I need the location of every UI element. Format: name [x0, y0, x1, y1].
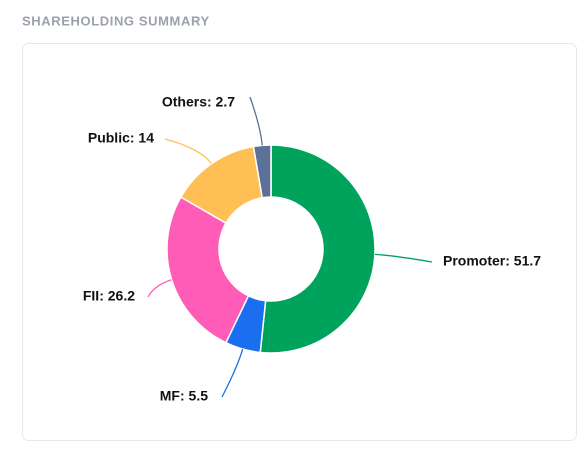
donut-slice [252, 144, 272, 199]
label-line [374, 253, 433, 263]
data-label: Others: 2.7 [162, 94, 235, 110]
data-label: MF: 5.5 [160, 388, 208, 404]
donut-slice [259, 144, 376, 354]
chart-title: SHAREHOLDING SUMMARY [22, 13, 210, 28]
label-line [164, 138, 213, 165]
label-line [147, 279, 172, 298]
label-line [249, 96, 263, 146]
donut-slice [166, 196, 250, 344]
data-label: Public: 14 [88, 130, 154, 146]
card [22, 43, 577, 441]
data-label: Promoter: 51.7 [443, 253, 541, 269]
data-label: FII: 26.2 [83, 288, 135, 304]
label-line [221, 348, 244, 398]
